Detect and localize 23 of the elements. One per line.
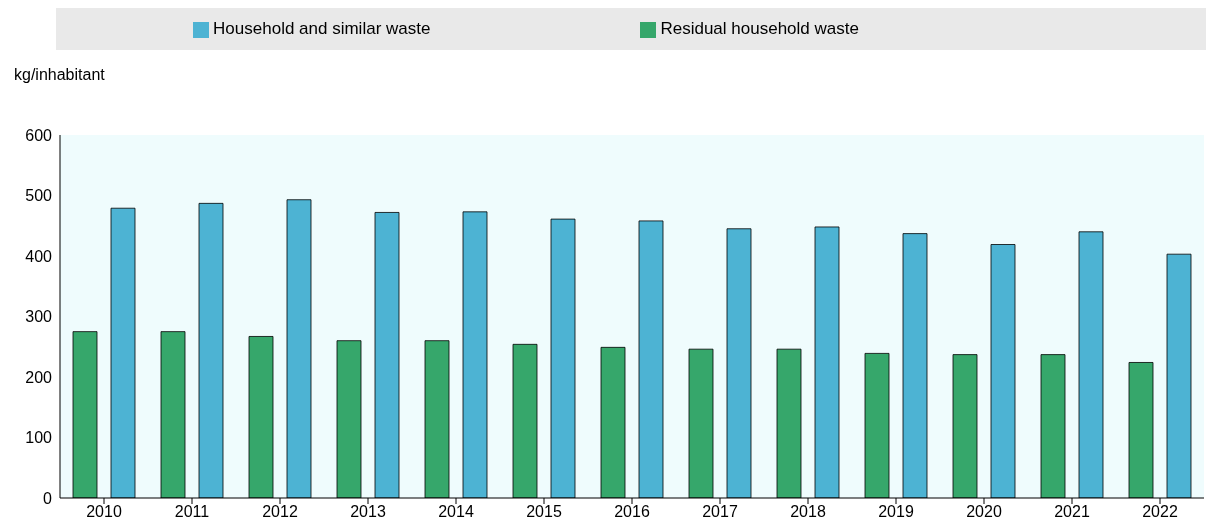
x-tick-label: 2017 [702,503,738,521]
y-axis-title: kg/inhabitant [14,66,105,84]
y-tick-label: 300 [25,308,53,326]
legend-label: Household and similar waste [213,19,431,38]
x-tick-label: 2022 [1142,503,1178,521]
y-tick-label: 500 [25,187,53,205]
legend-label: Residual household waste [660,19,859,38]
x-tick-label: 2021 [1054,503,1090,521]
x-tick-label: 2010 [86,503,122,521]
x-tick-label: 2015 [526,503,562,521]
x-tick-label: 2013 [350,503,386,521]
y-tick-label: 400 [25,247,53,265]
x-tick-label: 2016 [614,503,650,521]
x-tick-label: 2019 [878,503,914,521]
y-tick-label: 0 [43,489,53,507]
x-tick-label: 2011 [174,503,210,521]
x-tick-label: 2018 [790,503,826,521]
y-tick-label: 200 [25,368,53,386]
y-tick-label: 600 [25,126,53,144]
x-tick-label: 2020 [966,503,1002,521]
y-tick-label: 100 [25,429,53,447]
x-tick-label: 2014 [438,503,474,521]
x-tick-label: 2012 [262,503,298,521]
